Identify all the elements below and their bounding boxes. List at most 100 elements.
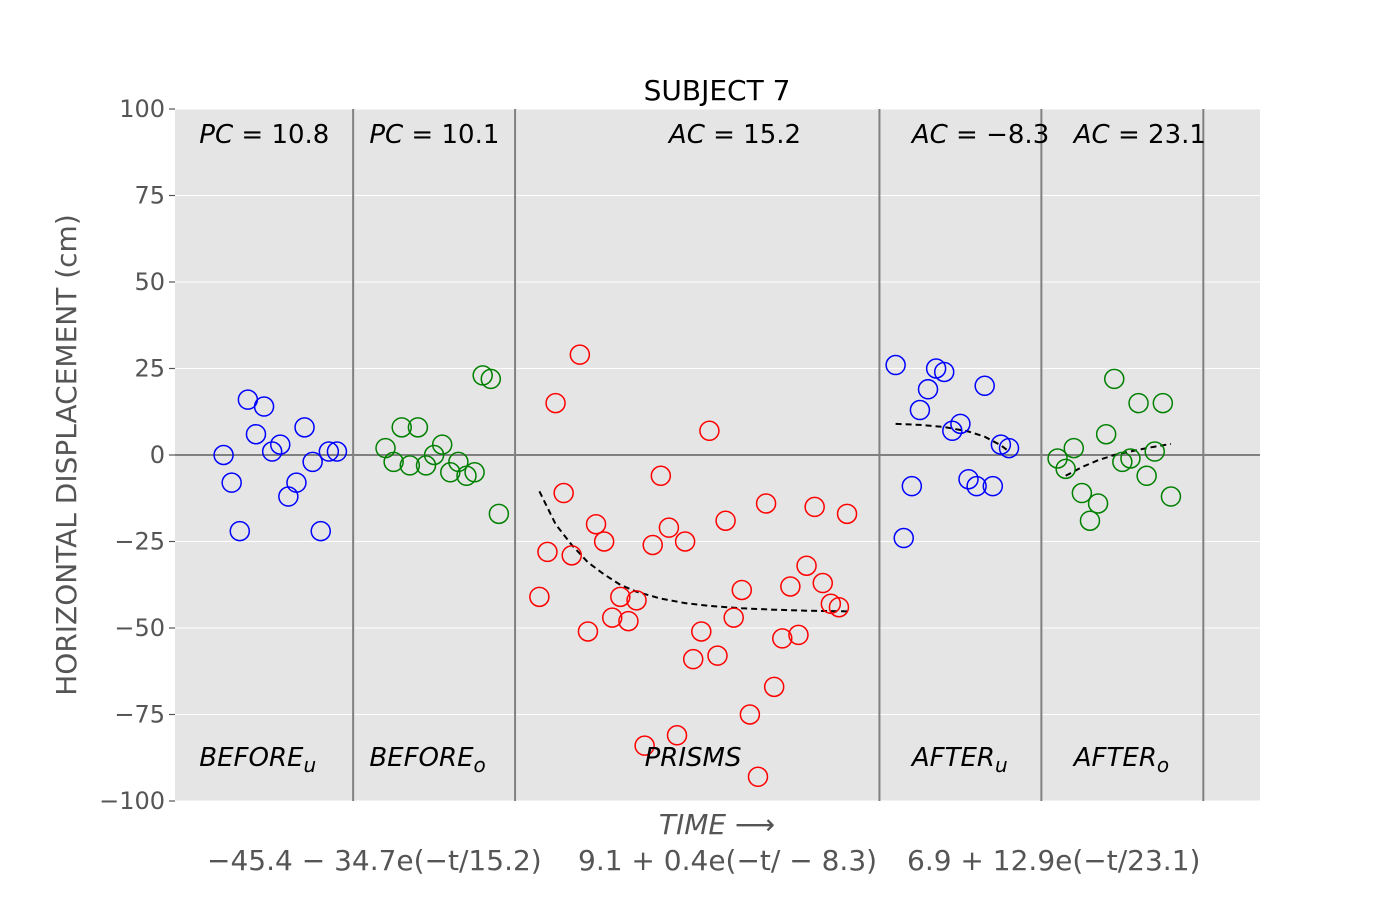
data-point <box>1047 448 1068 469</box>
phase-annotations: PC = 10.8 PC = 10.1 AC = 15.2 AC = −8.3 AC =… <box>199 120 1206 777</box>
data-point <box>440 462 461 483</box>
data-point <box>553 482 574 504</box>
data-point <box>812 572 834 594</box>
fit-curves <box>538 422 1172 613</box>
y-tick-labels: 100 75 50 25 0 −25 −50 −75 −100 <box>99 95 175 815</box>
data-point <box>1095 423 1117 445</box>
data-point <box>1079 510 1101 531</box>
x-axis-label: TIME ⟶ <box>659 808 775 841</box>
data-points <box>213 344 1182 788</box>
data-point <box>480 368 502 390</box>
data-point <box>310 520 331 542</box>
top-annotation: AC = −8.3 <box>910 120 1049 150</box>
data-point <box>893 527 914 549</box>
data-point <box>634 735 655 756</box>
grid-lines <box>175 108 1260 802</box>
y-tick-label: −75 <box>114 701 165 729</box>
data-point <box>836 503 858 525</box>
data-point <box>958 468 979 490</box>
data-point <box>1128 392 1149 414</box>
data-point <box>229 520 251 542</box>
fit-curve <box>895 422 1010 453</box>
data-point <box>666 725 688 746</box>
data-point <box>739 704 761 725</box>
data-point <box>909 399 931 421</box>
data-point <box>674 531 696 552</box>
data-point <box>901 475 923 497</box>
data-point <box>423 444 445 466</box>
formula-prisms: −45.4 − 34.7e(−t/15.2) <box>207 844 542 877</box>
data-point <box>261 441 283 462</box>
data-point <box>974 375 995 397</box>
data-point <box>796 555 817 576</box>
data-point <box>699 420 720 442</box>
data-point <box>415 455 437 476</box>
y-tick-label: 25 <box>134 355 165 383</box>
data-point <box>270 434 291 455</box>
data-point <box>626 590 647 611</box>
top-annotation: PC = 10.8 <box>199 120 329 150</box>
data-point <box>642 534 663 556</box>
chart-title: SUBJECT 7 <box>644 74 791 107</box>
data-point <box>731 579 753 601</box>
data-point <box>755 493 777 514</box>
data-point <box>772 628 793 649</box>
data-point <box>982 475 1004 497</box>
data-point <box>950 413 971 435</box>
data-point <box>610 586 631 608</box>
data-point <box>529 586 550 608</box>
data-point <box>691 621 712 642</box>
y-tick-label: −25 <box>114 528 165 556</box>
data-point <box>763 676 785 698</box>
data-point <box>383 451 404 473</box>
bottom-annotation: AFTERo <box>1072 743 1169 777</box>
data-point <box>1160 486 1182 507</box>
data-point <box>1152 392 1174 414</box>
data-point <box>723 607 744 628</box>
data-point <box>431 434 453 455</box>
y-axis-label: HORIZONTAL DISPLACEMENT (cm) <box>50 214 83 696</box>
data-point <box>253 396 275 417</box>
y-tick-label: 100 <box>119 95 165 123</box>
data-point <box>245 423 267 445</box>
data-point <box>318 441 340 462</box>
data-point <box>1087 493 1109 514</box>
y-tick-label: 0 <box>150 441 165 469</box>
fit-curve <box>1065 442 1172 477</box>
bottom-annotation: AFTERu <box>910 743 1008 777</box>
data-point <box>1144 441 1165 462</box>
data-point <box>917 379 939 400</box>
top-annotation: PC = 10.1 <box>369 120 499 150</box>
data-point <box>1063 437 1085 459</box>
formula-after-u: 9.1 + 0.4e(−t/ − 8.3) <box>578 844 877 877</box>
data-point <box>966 475 987 497</box>
y-tick-label: −50 <box>114 614 165 642</box>
data-point <box>1055 458 1076 480</box>
data-point <box>788 624 809 646</box>
data-point <box>545 392 566 414</box>
bottom-annotation: BEFOREu <box>199 743 316 777</box>
data-point <box>933 361 955 383</box>
data-point <box>998 437 1020 459</box>
data-point <box>828 596 850 618</box>
data-point <box>1120 448 1141 469</box>
data-point <box>326 441 348 462</box>
data-point <box>213 444 234 466</box>
data-point <box>804 496 825 518</box>
data-point <box>601 607 623 628</box>
data-point <box>294 417 315 438</box>
data-point <box>286 472 307 493</box>
data-point <box>618 610 639 632</box>
data-point <box>885 354 906 376</box>
data-point <box>221 472 242 493</box>
data-point <box>1071 482 1093 504</box>
data-point <box>569 344 591 365</box>
top-annotation: AC = 15.2 <box>667 120 801 150</box>
data-point <box>747 766 769 788</box>
y-tick-label: 50 <box>134 268 165 296</box>
data-point <box>577 621 599 642</box>
data-point <box>391 417 412 438</box>
data-point <box>561 545 583 566</box>
data-point <box>1104 368 1125 390</box>
